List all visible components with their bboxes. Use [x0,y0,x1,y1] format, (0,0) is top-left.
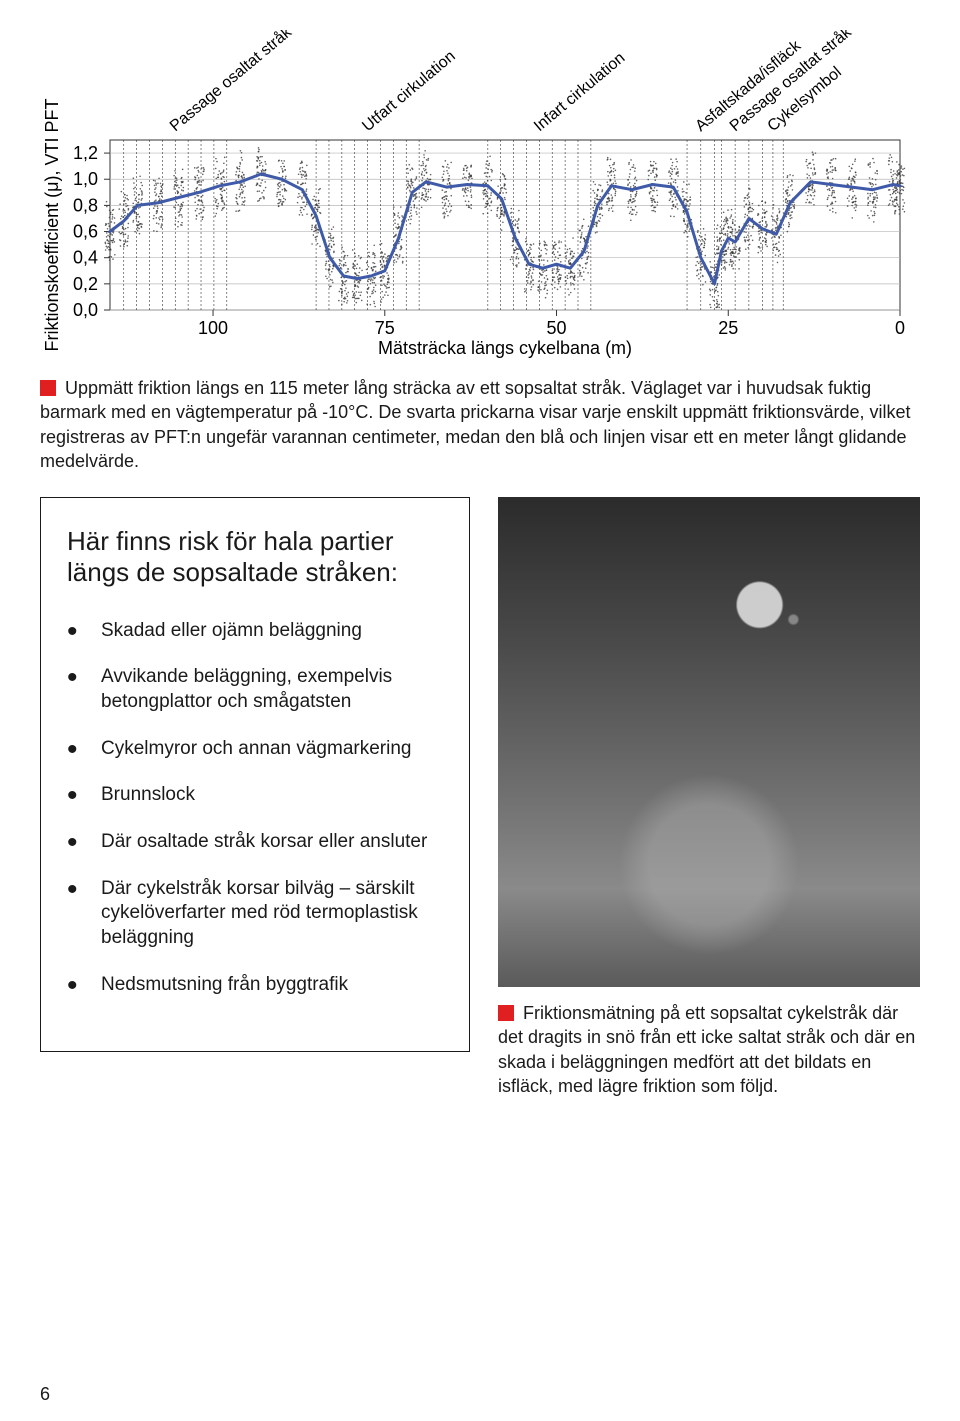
photo-caption: Friktionsmätning på ett sopsaltat cykels… [498,1001,920,1098]
svg-text:0,6: 0,6 [73,222,98,242]
risk-item: Skadad eller ojämn beläggning [67,619,443,644]
risk-list: Skadad eller ojämn beläggning Avvikande b… [67,619,443,998]
risk-item: Nedsmutsning från byggtrafik [67,973,443,998]
svg-text:75: 75 [375,318,395,338]
svg-text:Friktionskoefficient (μ), VTI: Friktionskoefficient (μ), VTI PFT [42,98,62,351]
risk-item: Där osaltade stråk korsar eller ansluter [67,830,443,855]
chart-caption-text: Uppmätt friktion längs en 115 meter lång… [40,378,911,471]
risk-box: Här finns risk för hala partier längs de… [40,497,470,1052]
photo [498,497,920,987]
svg-text:25: 25 [718,318,738,338]
svg-text:1,2: 1,2 [73,143,98,163]
svg-text:0,8: 0,8 [73,195,98,215]
svg-text:Mätsträcka längs cykelbana (m): Mätsträcka längs cykelbana (m) [378,338,632,358]
risk-item: Cykelmyror och annan vägmarkering [67,737,443,762]
svg-text:Infart cirkulation: Infart cirkulation [531,49,628,135]
svg-text:0,2: 0,2 [73,274,98,294]
svg-text:Utfart cirkulation: Utfart cirkulation [359,48,458,135]
risk-item: Brunnslock [67,783,443,808]
lower-row: Här finns risk för hala partier längs de… [40,497,920,1122]
right-column: Friktionsmätning på ett sopsaltat cykels… [498,497,920,1122]
svg-text:0,0: 0,0 [73,300,98,320]
svg-text:0,4: 0,4 [73,248,98,268]
svg-text:50: 50 [547,318,567,338]
svg-text:0: 0 [895,318,905,338]
caption-marker-icon [498,1005,514,1021]
caption-marker-icon [40,380,56,396]
risk-item: Där cykelstråk korsar bilväg – särskilt … [67,877,443,951]
svg-text:1,0: 1,0 [73,169,98,189]
svg-text:100: 100 [198,318,228,338]
friction-chart: 0,0 0,2 0,4 0,6 0,8 1,0 1,2 100 75 50 25 0 Passage o… [40,30,920,360]
risk-item: Avvikande beläggning, exempelvis betongp… [67,665,443,714]
photo-caption-text: Friktionsmätning på ett sopsaltat cykels… [498,1003,915,1096]
risk-box-title: Här finns risk för hala partier längs de… [67,526,443,588]
page-number: 6 [40,1384,50,1405]
svg-text:Passage osaltat stråk: Passage osaltat stråk [166,30,296,135]
chart-caption: Uppmätt friktion längs en 115 meter lång… [40,376,920,473]
